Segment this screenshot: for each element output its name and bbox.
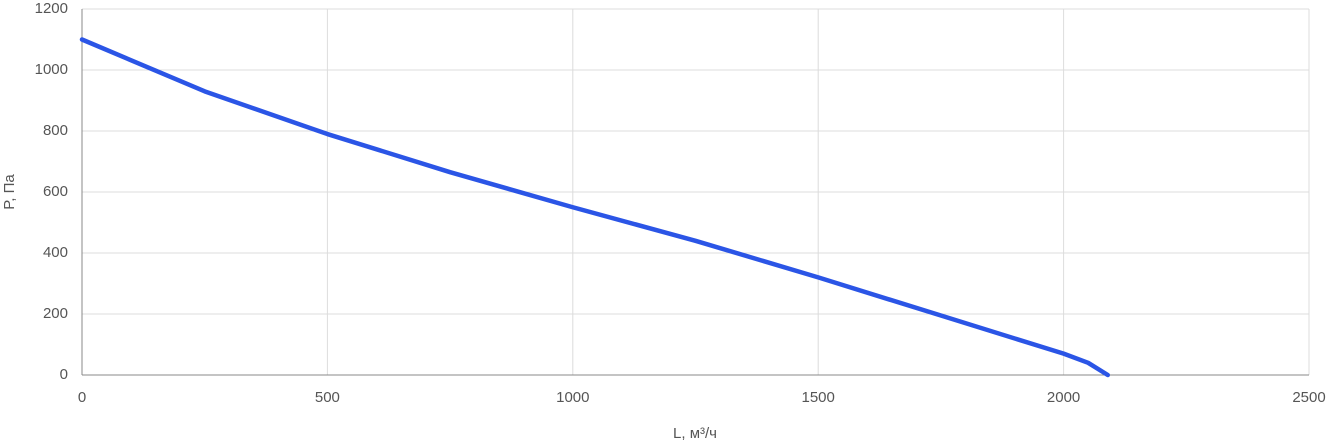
y-tick-label: 200: [43, 305, 68, 322]
x-tick-label: 1000: [556, 389, 589, 406]
y-tick-label: 800: [43, 122, 68, 139]
y-tick-label: 0: [60, 366, 68, 383]
y-tick-label: 1000: [35, 61, 68, 78]
y-axis-label: P, Па: [1, 174, 18, 210]
x-tick-label: 0: [78, 389, 86, 406]
x-tick-label: 500: [315, 389, 340, 406]
x-axis-label: L, м³/ч: [673, 425, 717, 442]
x-tick-label: 2500: [1292, 389, 1325, 406]
x-tick-label: 1500: [802, 389, 835, 406]
y-tick-label: 600: [43, 183, 68, 200]
y-tick-label: 400: [43, 244, 68, 261]
y-tick-label: 1200: [35, 0, 68, 17]
x-tick-label: 2000: [1047, 389, 1080, 406]
data-line: [79, 37, 1111, 378]
